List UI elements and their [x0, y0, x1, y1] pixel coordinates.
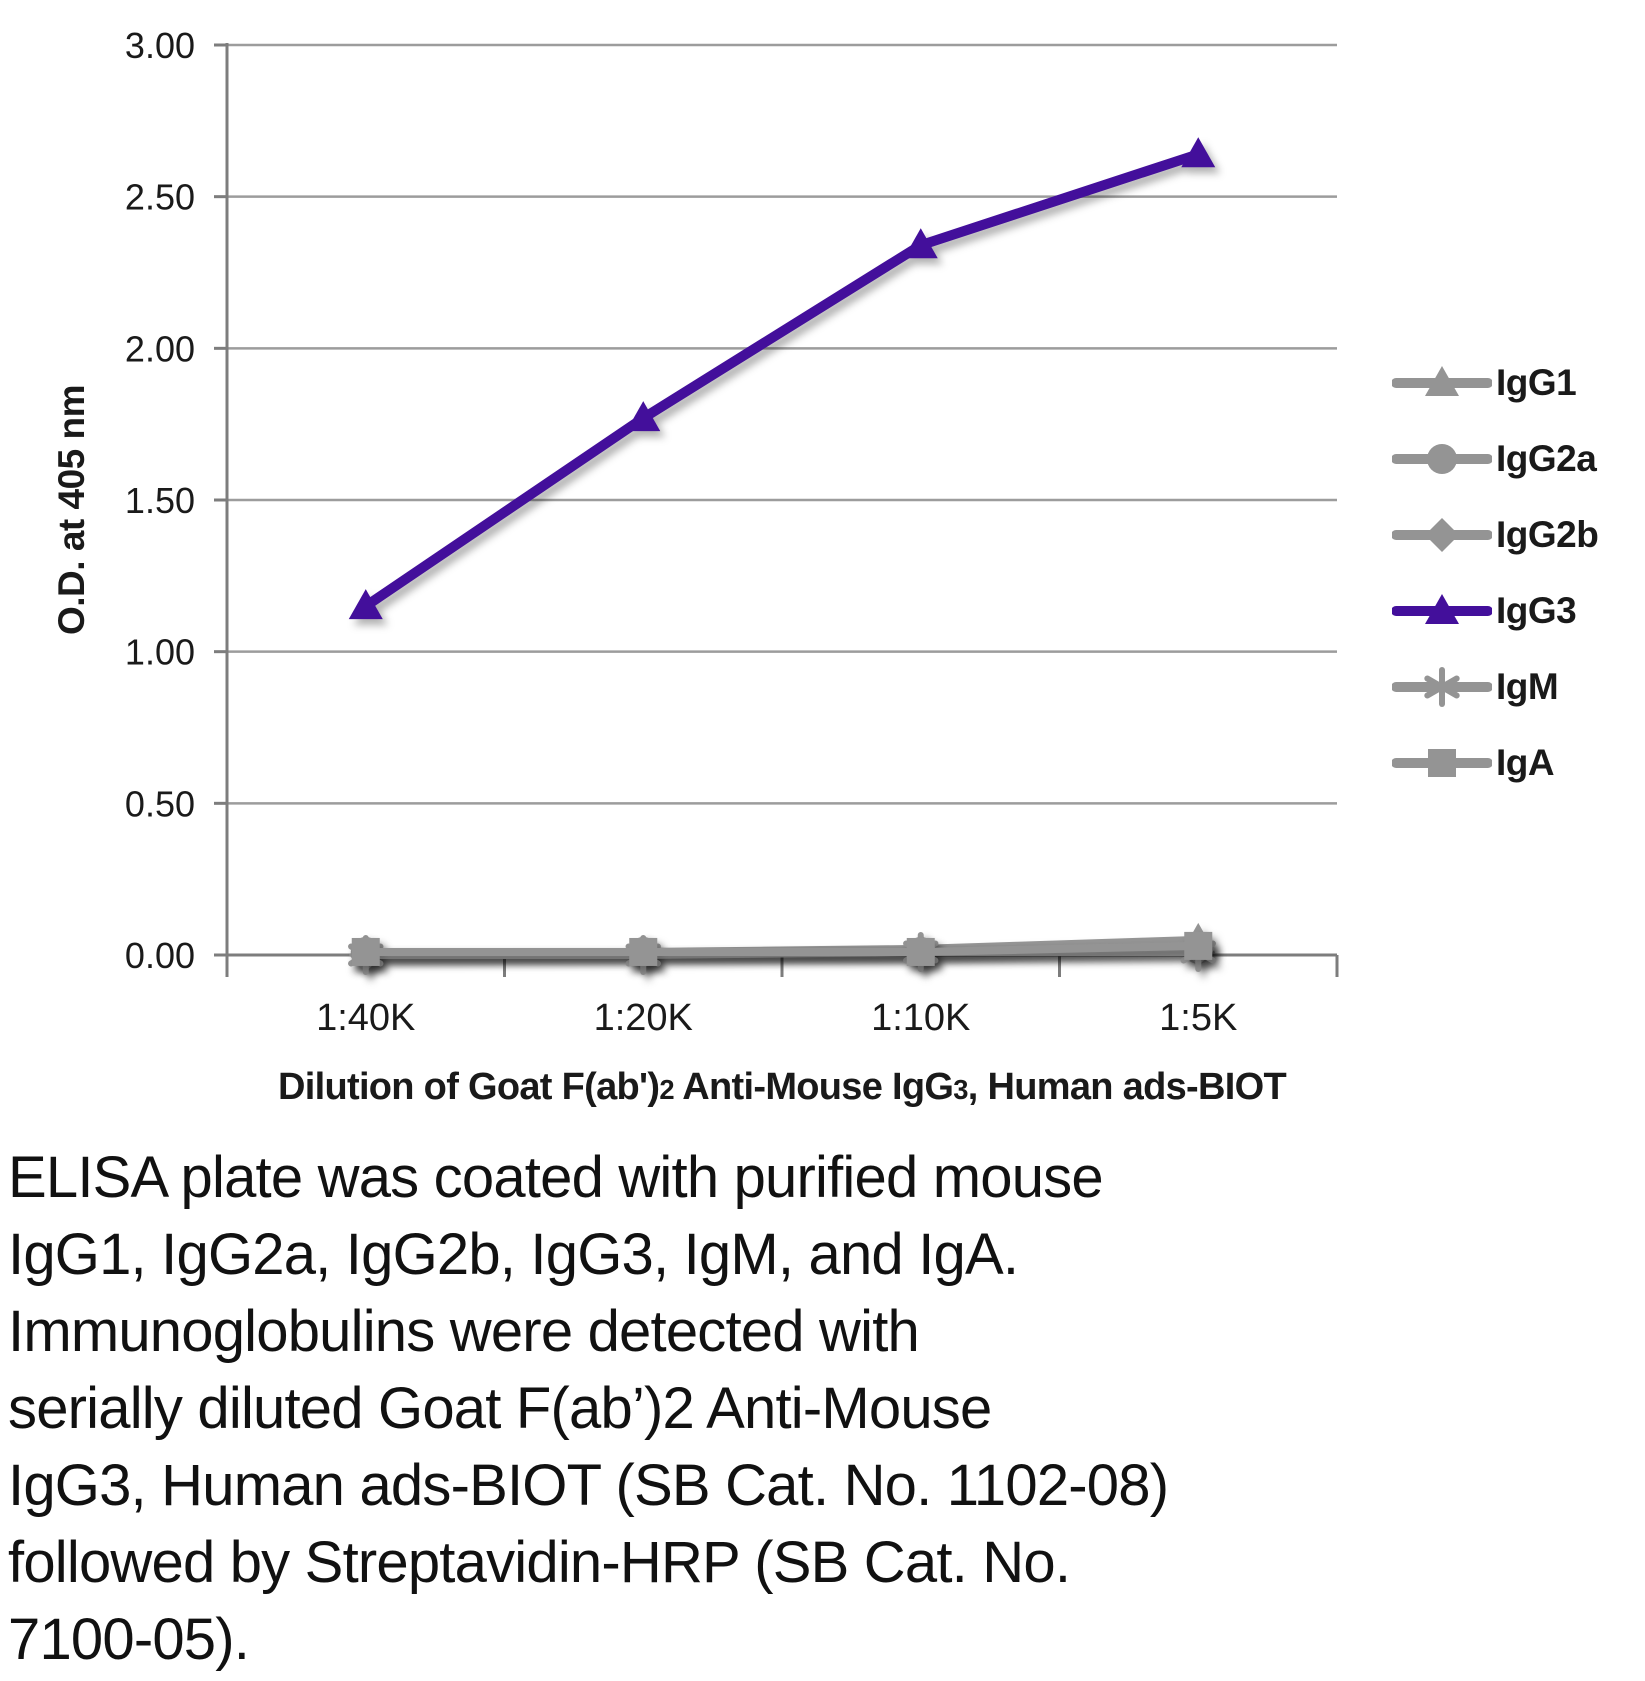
marker-triangle: [1425, 594, 1459, 624]
legend-item-IgG2b: IgG2b: [1392, 497, 1599, 573]
legend-marker-circle-icon: [1392, 444, 1492, 474]
legend-label: IgG3: [1496, 590, 1577, 631]
marker-square: [1428, 749, 1456, 777]
legend-label: IgA: [1496, 742, 1555, 783]
x-tick-label: 1:5K: [1159, 997, 1237, 1039]
legend-marker-group: [1392, 366, 1492, 396]
marker-circle: [1427, 444, 1457, 474]
marker-square: [1184, 931, 1213, 960]
legend-item-IgA: IgA: [1392, 725, 1598, 801]
marker-triangle: [903, 228, 938, 259]
legend: IgG1 IgG2a IgG2b IgG3 IgM IgA: [1392, 345, 1599, 801]
x-axis-title-part: Anti-Mouse IgG: [673, 1066, 954, 1108]
series-IgA: [351, 931, 1213, 966]
y-axis-title: O.D. at 405 nm: [51, 384, 92, 636]
x-axis-title: Dilution of Goat F(ab')2 Anti-Mouse IgG3…: [227, 1066, 1337, 1109]
series-IgG3: [348, 137, 1216, 620]
caption-line: 7100-05).: [8, 1607, 250, 1672]
legend-marker-diamond-icon: [1392, 518, 1492, 552]
x-axis-title-part: 2: [659, 1074, 674, 1105]
marker-triangle: [1181, 137, 1216, 168]
marker-triangle: [348, 589, 383, 620]
x-axis-title-part: Dilution of Goat F(ab'): [278, 1066, 660, 1108]
x-axis-title-part: 3: [953, 1074, 968, 1105]
legend-label: IgG1: [1496, 362, 1577, 403]
marker-square: [629, 937, 658, 966]
legend-marker-group: [1392, 518, 1492, 552]
legend-marker-triangle-icon: [1392, 594, 1492, 624]
x-tick-label: 1:20K: [594, 997, 693, 1039]
y-tick-label: 1.50: [125, 480, 195, 521]
legend-marker-square-icon: [1392, 749, 1492, 777]
caption-line: serially diluted Goat F(ab’)2 Anti-Mouse: [8, 1376, 992, 1441]
series-line-IgG3: [360, 149, 1204, 612]
x-tick-label: 1:10K: [871, 997, 970, 1039]
legend-label: IgG2b: [1496, 514, 1599, 555]
caption-line: ELISA plate was coated with purified mou…: [8, 1145, 1104, 1210]
y-tick-label: 3.00: [125, 25, 195, 66]
y-tick-label: 1.00: [125, 632, 195, 673]
y-tick-label: 0.50: [125, 783, 195, 824]
y-tick-label: 2.00: [125, 328, 195, 369]
caption-line: IgG1, IgG2a, IgG2b, IgG3, IgM, and IgA.: [8, 1222, 1019, 1287]
figure-caption: ELISA plate was coated with purified mou…: [8, 1139, 1169, 1678]
caption-line: Immunoglobulins were detected with: [8, 1299, 920, 1364]
series-line-IgA: [361, 941, 1203, 956]
marker-asterisk-spoke: [1424, 675, 1460, 699]
legend-marker-asterisk-icon: [1392, 667, 1492, 707]
legend-marker-triangle-icon: [1392, 366, 1492, 396]
x-tick-label: 1:40K: [316, 997, 415, 1039]
caption-line: followed by Streptavidin-HRP (SB Cat. No…: [8, 1530, 1071, 1595]
legend-item-IgM: IgM: [1392, 649, 1598, 725]
marker-square: [351, 937, 380, 966]
y-tick-label: 0.00: [125, 935, 195, 976]
marker-square: [906, 937, 935, 966]
line-chart: 0.00 0.50 1.00 1.50 2.00 2.50 3.00 1:40K 1:20K 1:…: [125, 25, 1339, 1039]
legend-item-IgG1: IgG1: [1392, 345, 1598, 421]
legend-marker-group: [1392, 444, 1492, 474]
legend-marker-group: [1392, 594, 1492, 624]
legend-label: IgG2a: [1496, 438, 1597, 479]
legend-label: IgM: [1496, 666, 1559, 707]
y-tick-label: 2.50: [125, 177, 195, 218]
marker-triangle: [626, 401, 661, 432]
legend-marker-group: [1392, 749, 1492, 777]
x-axis-title-part: , Human ads-BIOT: [967, 1066, 1287, 1108]
marker-diamond: [1425, 518, 1459, 552]
marker-triangle: [1425, 366, 1459, 396]
legend-marker-group: [1392, 667, 1492, 707]
legend-item-IgG2a: IgG2a: [1392, 421, 1598, 497]
legend-item-IgG3: IgG3: [1392, 573, 1598, 649]
caption-line: IgG3, Human ads-BIOT (SB Cat. No. 1102-0…: [8, 1453, 1169, 1518]
